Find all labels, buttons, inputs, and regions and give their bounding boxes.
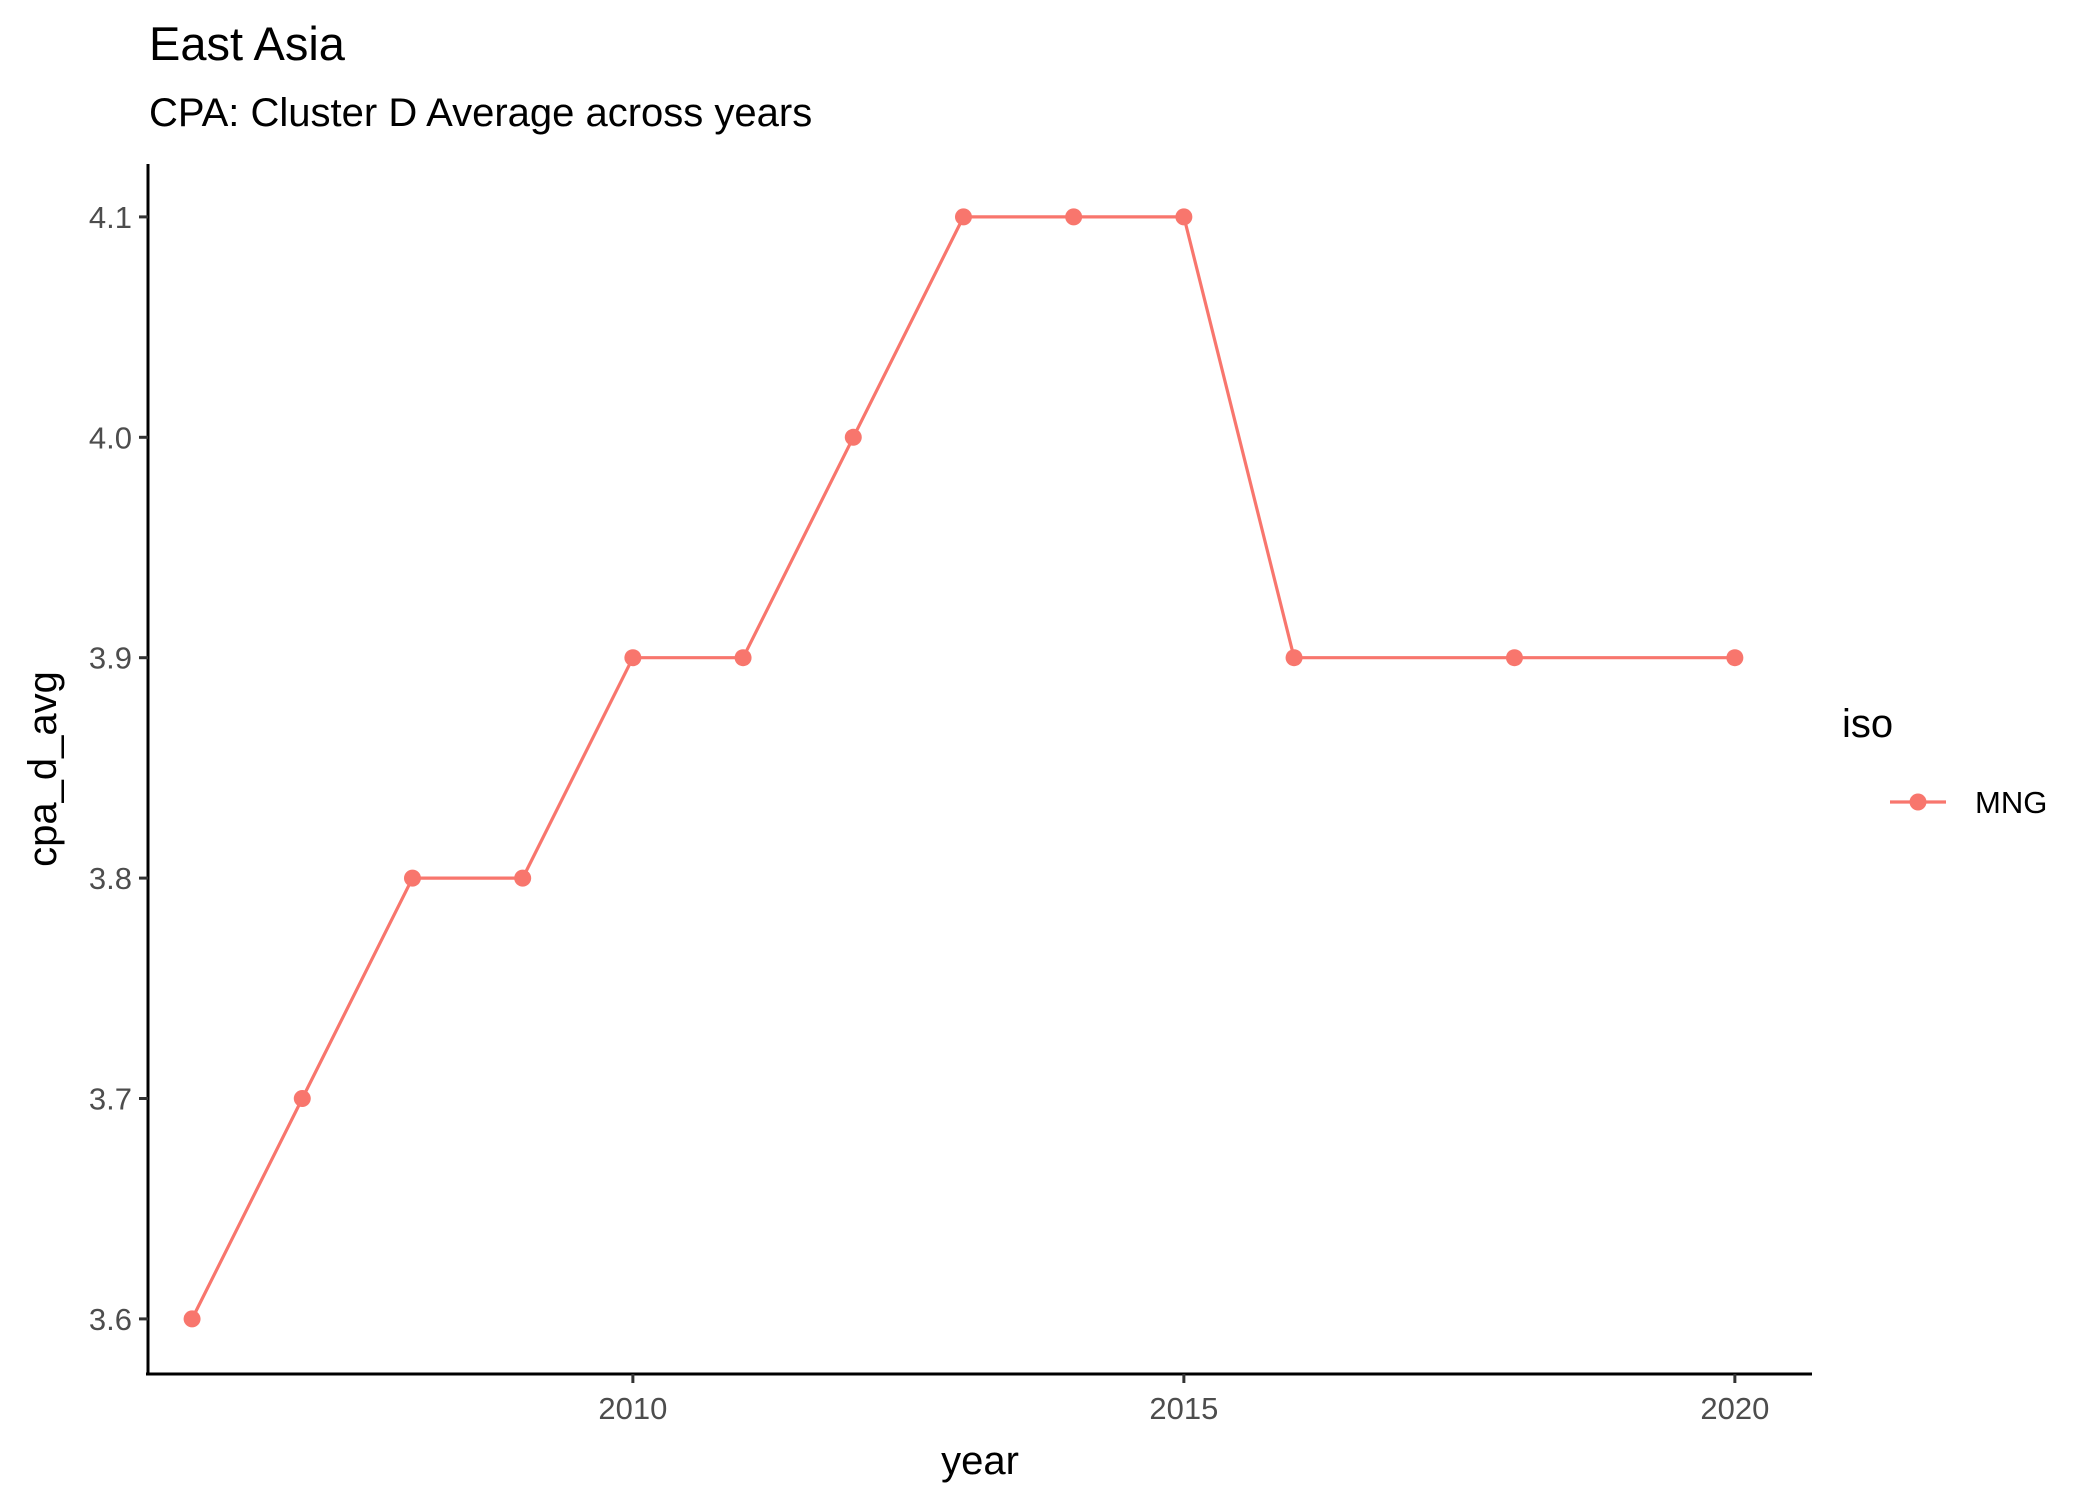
data-point [954, 208, 972, 226]
legend-key-point [1909, 793, 1927, 811]
x-tick-label: 2020 [1700, 1391, 1769, 1426]
data-point [514, 869, 532, 887]
legend-title: iso [1842, 702, 1893, 746]
data-point [1065, 208, 1083, 226]
data-point [1726, 649, 1744, 667]
y-tick-label: 3.9 [89, 641, 132, 676]
legend-items: MNG [1890, 785, 2047, 820]
y-tick-label: 3.8 [89, 861, 132, 896]
y-axis-ticks: 3.6 3.7 3.8 3.9 4.0 4.1 [89, 200, 148, 1337]
data-point [1175, 208, 1193, 226]
chart-subtitle: CPA: Cluster D Average across years [149, 91, 812, 135]
data-point [183, 1310, 201, 1328]
data-point [734, 649, 752, 667]
data-point [1505, 649, 1523, 667]
y-tick-label: 3.7 [89, 1081, 132, 1116]
legend: iso MNG [1842, 702, 2047, 820]
data-point [844, 428, 862, 446]
series-layer [183, 208, 1744, 1328]
y-tick-label: 4.1 [89, 200, 132, 235]
plot-area: 2010 2015 2020 3.6 3.7 3.8 3.9 4.0 4.1 [89, 164, 1812, 1426]
x-tick-label: 2015 [1149, 1391, 1218, 1426]
x-axis-title: year [941, 1439, 1019, 1483]
data-point [293, 1089, 311, 1107]
x-axis-ticks: 2010 2015 2020 [598, 1374, 1769, 1426]
chart-title: East Asia [149, 17, 346, 70]
y-axis-title: cpa_d_avg [21, 671, 65, 867]
data-point [403, 869, 421, 887]
y-tick-label: 3.6 [89, 1302, 132, 1337]
data-point [624, 649, 642, 667]
y-tick-label: 4.0 [89, 420, 132, 455]
data-point [1285, 649, 1303, 667]
legend-label: MNG [1975, 785, 2047, 820]
x-tick-label: 2010 [598, 1391, 667, 1426]
series-line [190, 215, 1735, 1320]
